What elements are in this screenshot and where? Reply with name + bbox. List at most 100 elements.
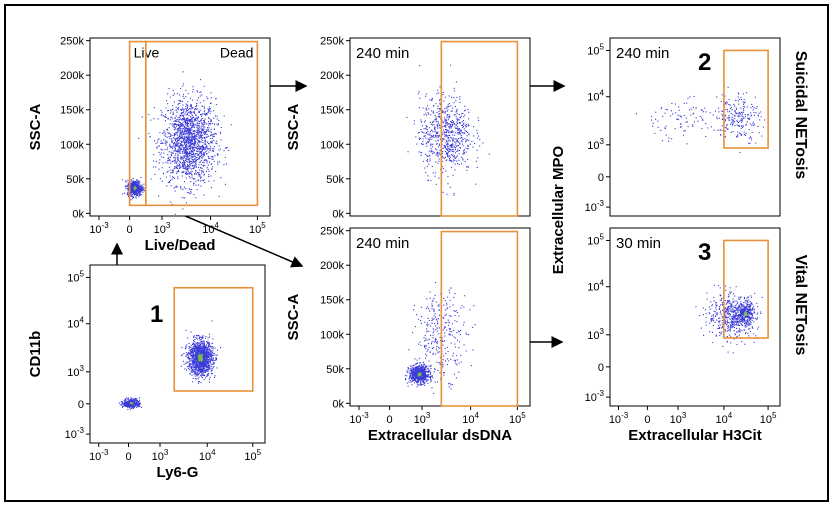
data-point bbox=[177, 108, 179, 110]
data-point bbox=[180, 131, 182, 133]
data-point bbox=[416, 386, 418, 388]
data-point bbox=[432, 353, 434, 355]
data-point bbox=[453, 155, 455, 157]
data-point bbox=[410, 370, 412, 372]
data-point bbox=[443, 327, 445, 329]
data-point bbox=[454, 320, 456, 322]
data-point bbox=[203, 136, 205, 138]
data-point bbox=[732, 123, 734, 125]
data-point bbox=[416, 376, 418, 378]
data-point bbox=[425, 124, 427, 126]
data-point bbox=[750, 295, 752, 297]
data-point bbox=[193, 139, 195, 141]
data-point bbox=[425, 128, 427, 130]
data-point bbox=[184, 155, 186, 157]
data-point bbox=[200, 127, 202, 129]
data-point bbox=[443, 117, 445, 119]
data-point bbox=[140, 190, 142, 192]
data-point bbox=[745, 306, 747, 308]
data-point bbox=[172, 171, 174, 173]
data-point bbox=[172, 152, 174, 154]
data-point bbox=[467, 159, 469, 161]
data-point bbox=[737, 96, 739, 98]
data-point bbox=[431, 98, 433, 100]
data-point bbox=[447, 176, 449, 178]
data-point bbox=[447, 156, 449, 158]
data-point bbox=[420, 368, 422, 370]
data-point bbox=[417, 318, 419, 320]
data-point bbox=[211, 148, 213, 150]
data-point bbox=[426, 142, 428, 144]
data-point bbox=[419, 372, 421, 374]
data-point bbox=[204, 111, 206, 113]
data-point bbox=[432, 121, 434, 123]
data-point bbox=[423, 114, 425, 116]
data-point bbox=[171, 116, 173, 118]
data-point bbox=[198, 175, 200, 177]
data-point bbox=[457, 330, 459, 332]
data-point bbox=[720, 295, 722, 297]
data-point bbox=[196, 105, 198, 107]
data-point bbox=[434, 127, 436, 129]
data-point bbox=[171, 118, 173, 120]
data-point bbox=[720, 299, 722, 301]
data-point bbox=[413, 375, 415, 377]
data-point bbox=[415, 363, 417, 365]
data-point bbox=[423, 367, 425, 369]
data-point bbox=[158, 138, 160, 140]
data-point bbox=[207, 112, 209, 114]
data-point bbox=[224, 183, 226, 185]
data-point bbox=[201, 118, 203, 120]
data-point bbox=[460, 156, 462, 158]
data-point bbox=[451, 331, 453, 333]
x-axis-label: Extracellular dsDNA bbox=[368, 427, 512, 444]
scatter-points bbox=[121, 71, 232, 215]
data-point bbox=[185, 133, 187, 135]
data-point bbox=[168, 166, 170, 168]
data-point bbox=[705, 324, 707, 326]
data-point bbox=[179, 125, 181, 127]
data-point bbox=[488, 153, 490, 155]
data-point bbox=[462, 132, 464, 134]
data-point bbox=[730, 308, 732, 310]
data-point bbox=[726, 117, 728, 119]
data-point bbox=[735, 310, 737, 312]
data-point bbox=[426, 371, 428, 373]
data-point bbox=[131, 182, 133, 184]
data-point bbox=[200, 133, 202, 135]
data-point bbox=[740, 320, 742, 322]
data-point bbox=[157, 139, 159, 141]
data-point bbox=[459, 116, 461, 118]
data-point bbox=[429, 291, 431, 293]
data-point bbox=[208, 121, 210, 123]
data-point bbox=[436, 125, 438, 127]
data-point bbox=[718, 117, 720, 119]
data-point bbox=[208, 118, 210, 120]
data-point bbox=[420, 381, 422, 383]
data-point bbox=[426, 374, 428, 376]
data-point bbox=[198, 157, 200, 159]
data-point bbox=[182, 135, 184, 137]
data-point bbox=[721, 297, 723, 299]
data-point bbox=[452, 107, 454, 109]
data-point bbox=[744, 101, 746, 103]
data-point bbox=[130, 199, 132, 201]
data-point bbox=[198, 124, 200, 126]
data-point bbox=[449, 134, 451, 136]
data-point bbox=[453, 159, 455, 161]
data-point bbox=[433, 309, 435, 311]
data-point bbox=[437, 123, 439, 125]
data-point bbox=[184, 133, 186, 135]
data-point bbox=[425, 366, 427, 368]
data-point bbox=[133, 182, 135, 184]
data-point bbox=[178, 151, 180, 153]
data-point bbox=[730, 303, 732, 305]
data-point bbox=[196, 127, 198, 129]
data-point bbox=[201, 150, 203, 152]
data-point bbox=[193, 182, 195, 184]
data-point bbox=[414, 378, 416, 380]
data-point bbox=[438, 110, 440, 112]
data-point bbox=[444, 332, 446, 334]
data-point bbox=[665, 108, 667, 110]
data-point bbox=[726, 322, 728, 324]
